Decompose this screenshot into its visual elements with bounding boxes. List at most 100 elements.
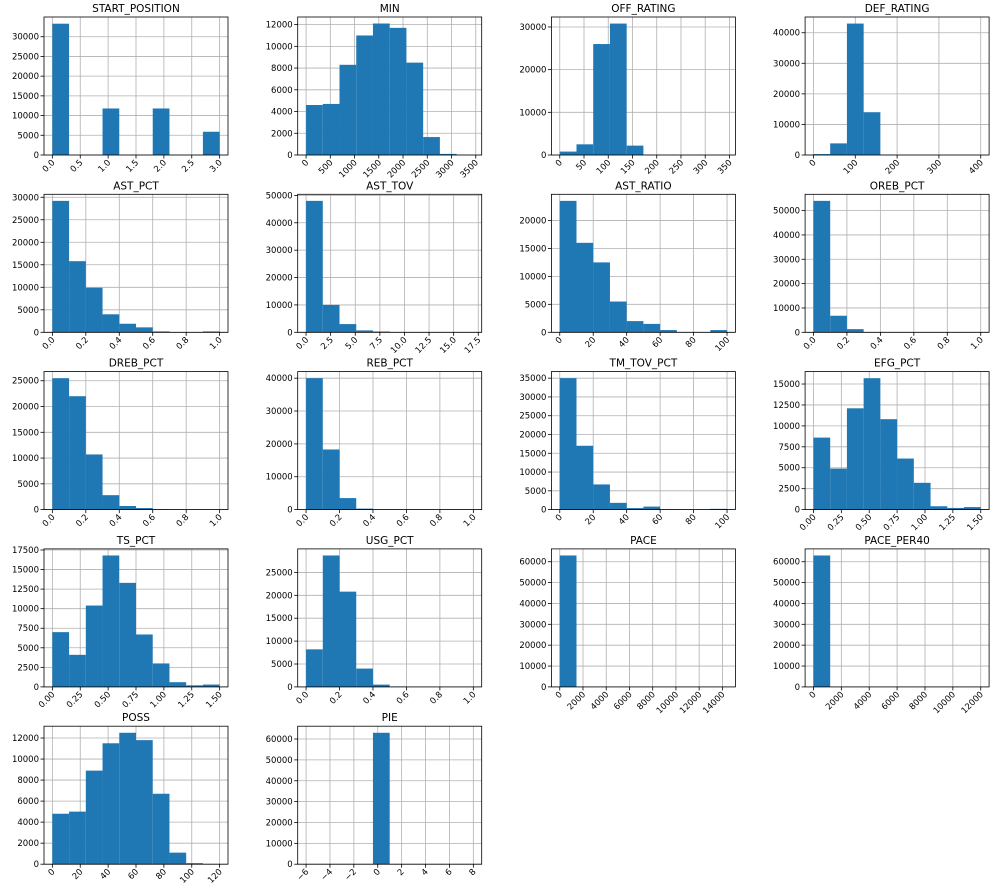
bar <box>813 555 831 687</box>
y-tick-label: 0 <box>795 328 800 338</box>
y-tick-label: 10000 <box>773 120 800 130</box>
subplot: TS_PCT 0 2500 5000 7500 10000 12500 15000 17500 0… <box>12 535 229 710</box>
axes-frame <box>43 371 229 511</box>
y-tick-label: 15000 <box>519 449 546 459</box>
bar <box>119 582 136 687</box>
x-tick-label: 15.0 <box>438 335 458 355</box>
x-tick-label: 2.5 <box>180 158 197 175</box>
y-tick-label: 10000 <box>12 112 39 122</box>
bar <box>102 108 120 155</box>
axes-frame <box>804 548 990 688</box>
x-tick-label: 120 <box>206 867 225 886</box>
x-tick-label: 0.4 <box>108 513 125 530</box>
axes-frame <box>43 16 229 156</box>
x-tick-label: 0.6 <box>395 513 412 530</box>
bar <box>626 508 644 510</box>
x-tick-label: 1.00 <box>910 513 930 533</box>
x-tick-label: 4 <box>420 867 431 878</box>
y-tick-label: 20000 <box>266 274 293 284</box>
bar <box>102 743 120 865</box>
subplot-title: PACE <box>630 535 657 547</box>
bar <box>52 813 70 865</box>
x-tick-label: 2500 <box>410 158 432 180</box>
y-tick-label: 30000 <box>12 33 39 43</box>
y-tick-label: 30000 <box>266 798 293 808</box>
x-tick-label: 1.50 <box>204 690 224 710</box>
y-tick-label: 12500 <box>12 585 39 595</box>
y-tick-label: 4000 <box>17 818 39 828</box>
axes-frame <box>297 371 483 511</box>
axes-frame <box>551 193 736 333</box>
y-tick-label: 40000 <box>266 219 293 229</box>
y-tick-label: 25000 <box>12 377 39 387</box>
bar <box>85 454 103 510</box>
x-tick-label: 0.4 <box>869 335 886 352</box>
bar <box>559 555 577 687</box>
y-tick-label: 40000 <box>773 599 800 609</box>
x-tick-label: 6000 <box>880 690 902 712</box>
x-tick-label: 40 <box>99 867 114 882</box>
bar <box>136 327 153 333</box>
x-tick-label: 100 <box>595 158 614 177</box>
y-tick-label: 20000 <box>519 66 546 76</box>
y-tick-label: 60000 <box>519 558 546 568</box>
y-tick-label: 15000 <box>773 380 800 390</box>
y-tick-label: 20000 <box>266 591 293 601</box>
y-tick-label: 60000 <box>266 735 293 745</box>
x-tick-label: 350 <box>716 158 735 177</box>
x-tick-label: 100 <box>714 335 733 354</box>
y-tick-label: 20000 <box>12 72 39 82</box>
y-tick-label: 20000 <box>773 641 800 651</box>
bar <box>372 23 390 156</box>
y-tick-label: 10000 <box>12 755 39 765</box>
y-tick-label: 40000 <box>519 599 546 609</box>
subplot: DEF_RATING 0 10000 20000 30000 40000 0 100 200 30… <box>773 3 990 177</box>
y-tick-label: 35000 <box>519 374 546 384</box>
bar <box>85 770 103 865</box>
y-tick-label: 0 <box>795 683 800 693</box>
axes-frame <box>297 548 483 688</box>
y-tick-label: 10000 <box>773 422 800 432</box>
y-tick-label: 5000 <box>271 660 293 670</box>
bar <box>202 684 220 687</box>
x-tick-label: 0.4 <box>108 335 125 352</box>
bar <box>372 331 390 333</box>
bar <box>626 321 644 333</box>
y-tick-label: 4000 <box>271 108 293 118</box>
x-tick-label: 0.25 <box>65 690 85 710</box>
bar <box>186 685 203 687</box>
subplot: USG_PCT 0 5000 10000 15000 20000 25000 0.0 0.2 0.… <box>266 535 483 707</box>
x-tick-label: 200 <box>884 158 903 177</box>
x-tick-label: 2.5 <box>319 335 336 352</box>
x-tick-label: 1.0 <box>208 513 225 530</box>
x-tick-label: 8 <box>468 867 479 878</box>
x-tick-label: 12000 <box>678 690 704 716</box>
bar <box>306 105 323 155</box>
x-tick-label: 2000 <box>824 690 846 712</box>
x-tick-label: 14000 <box>701 690 727 716</box>
x-tick-label: 0 <box>554 158 565 169</box>
y-tick-label: 10000 <box>519 108 546 118</box>
x-tick-label: 0.50 <box>854 513 874 533</box>
x-tick-label: 300 <box>692 158 711 177</box>
subplot-title: OFF_RATING <box>611 3 675 15</box>
y-tick-label: 25000 <box>12 216 39 226</box>
y-tick-label: 0 <box>287 328 292 338</box>
bar <box>119 323 136 333</box>
y-tick-label: 5000 <box>778 464 800 474</box>
y-tick-label: 0 <box>541 683 546 693</box>
bar <box>593 262 610 333</box>
x-tick-label: 0.6 <box>141 513 158 530</box>
subplot-title: AST_PCT <box>113 180 159 192</box>
x-tick-label: 0.5 <box>69 158 86 175</box>
x-tick-label: 2 <box>396 867 407 878</box>
y-tick-label: 10000 <box>12 454 39 464</box>
x-tick-label: 40 <box>617 513 632 528</box>
x-tick-label: 0.25 <box>826 513 846 533</box>
bar <box>52 632 70 687</box>
bar <box>339 64 357 155</box>
y-tick-label: 20000 <box>773 90 800 100</box>
y-tick-label: 10000 <box>266 839 293 849</box>
axes-frame <box>297 725 483 865</box>
